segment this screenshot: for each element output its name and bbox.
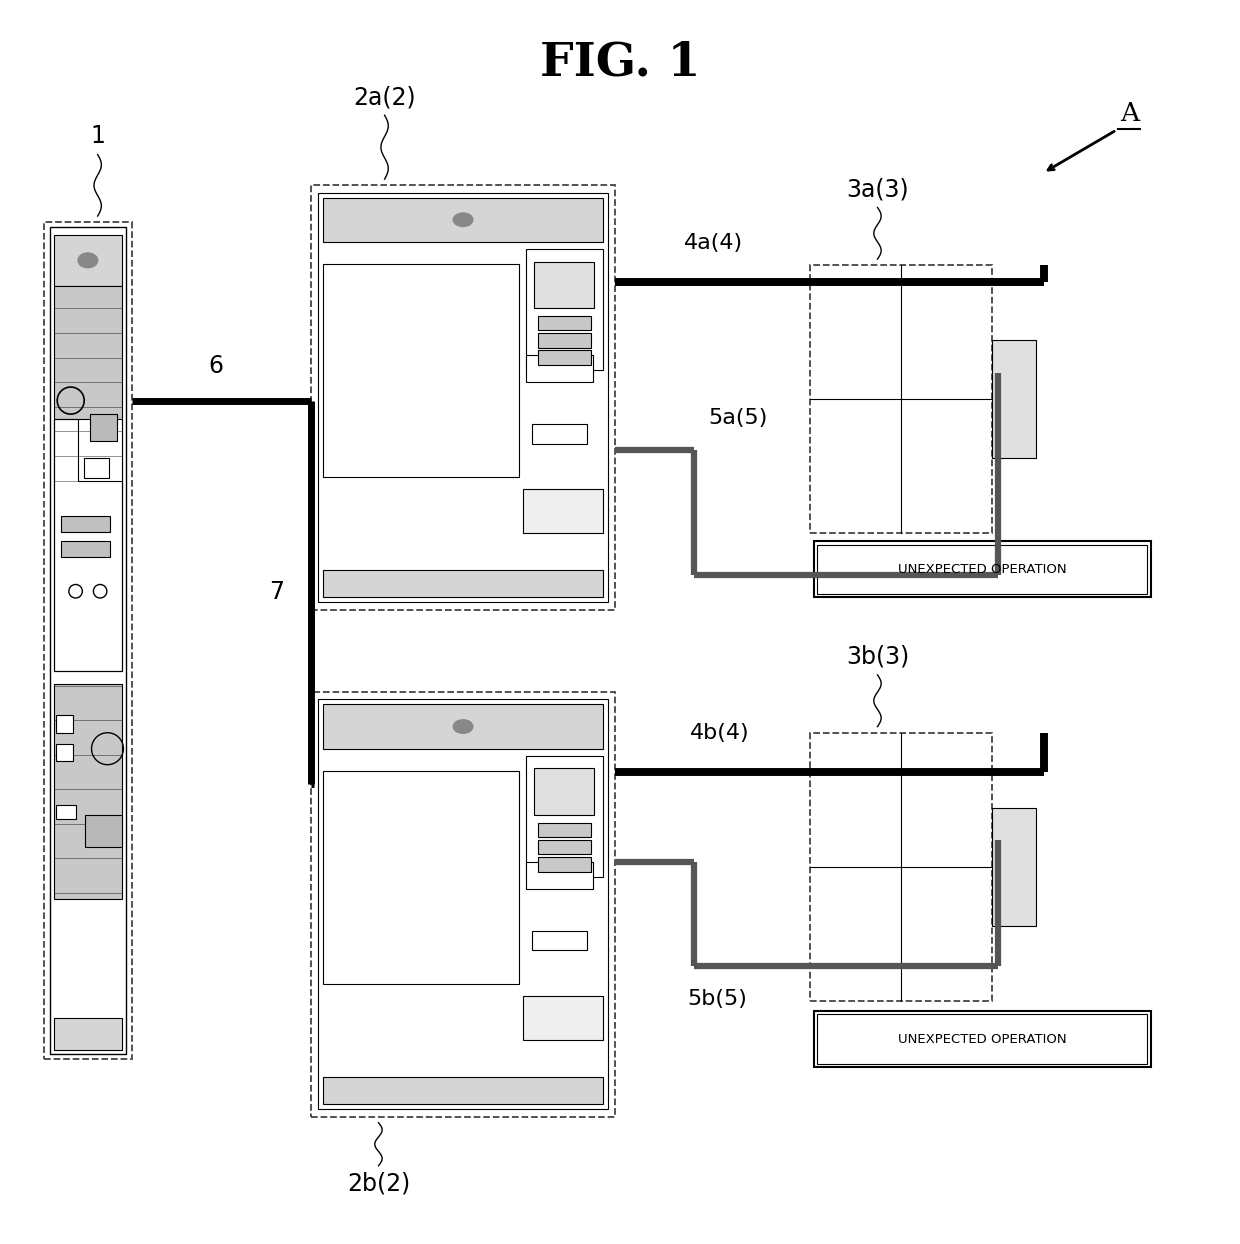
Text: 7: 7 (269, 581, 284, 605)
Bar (91, 414, 118, 442)
Bar (324, 570, 603, 597)
Bar (526, 355, 593, 382)
Text: UNEXPECTED OPERATION: UNEXPECTED OPERATION (898, 562, 1066, 576)
Bar (538, 316, 590, 331)
Bar (53, 286, 123, 493)
Bar (810, 265, 992, 534)
Text: 6: 6 (208, 355, 223, 378)
Bar (817, 1014, 1147, 1064)
Bar (324, 771, 520, 984)
Text: A: A (1120, 101, 1140, 126)
Bar (324, 198, 603, 241)
Bar (53, 419, 123, 672)
Bar (523, 996, 603, 1040)
Text: 3a(3): 3a(3) (846, 178, 909, 202)
Bar (538, 350, 590, 364)
Text: 5b(5): 5b(5) (687, 989, 748, 1009)
Bar (523, 489, 603, 534)
Text: 2a(2): 2a(2) (353, 85, 415, 109)
Bar (319, 699, 608, 1110)
Bar (992, 341, 1035, 458)
Bar (61, 516, 110, 532)
Bar (84, 458, 109, 478)
Text: 1: 1 (91, 124, 105, 148)
Bar (526, 862, 593, 889)
Text: UNEXPECTED OPERATION: UNEXPECTED OPERATION (898, 1033, 1066, 1045)
Bar (538, 822, 590, 837)
Bar (53, 683, 123, 898)
Bar (324, 704, 603, 749)
Bar (538, 840, 590, 855)
Bar (50, 228, 126, 1054)
Text: 3b(3): 3b(3) (846, 644, 909, 669)
Bar (319, 193, 608, 602)
Bar (43, 223, 131, 1059)
Bar (817, 545, 1147, 593)
Bar (992, 807, 1035, 926)
Bar (56, 715, 73, 733)
Bar (324, 1077, 603, 1105)
Bar (86, 815, 123, 847)
Ellipse shape (454, 720, 472, 733)
Ellipse shape (454, 213, 472, 226)
Bar (534, 769, 594, 815)
Bar (534, 261, 594, 309)
Text: FIG. 1: FIG. 1 (539, 40, 701, 86)
Text: 5a(5): 5a(5) (708, 408, 768, 428)
Bar (324, 264, 520, 476)
Bar (538, 857, 590, 872)
Bar (526, 249, 603, 369)
Text: 4b(4): 4b(4) (689, 723, 749, 743)
Bar (56, 805, 76, 819)
Ellipse shape (78, 253, 98, 267)
Bar (810, 733, 992, 1001)
Bar (813, 1010, 1151, 1067)
Bar (526, 756, 603, 877)
Bar (538, 333, 590, 347)
Bar (311, 692, 615, 1117)
Text: 4a(4): 4a(4) (683, 233, 743, 253)
Text: 2b(2): 2b(2) (347, 1172, 410, 1195)
Bar (61, 541, 110, 557)
Bar (53, 235, 123, 286)
Bar (53, 1018, 123, 1050)
Bar (813, 541, 1151, 597)
Bar (56, 744, 73, 761)
Bar (532, 424, 587, 444)
Bar (532, 931, 587, 950)
Bar (311, 185, 615, 610)
